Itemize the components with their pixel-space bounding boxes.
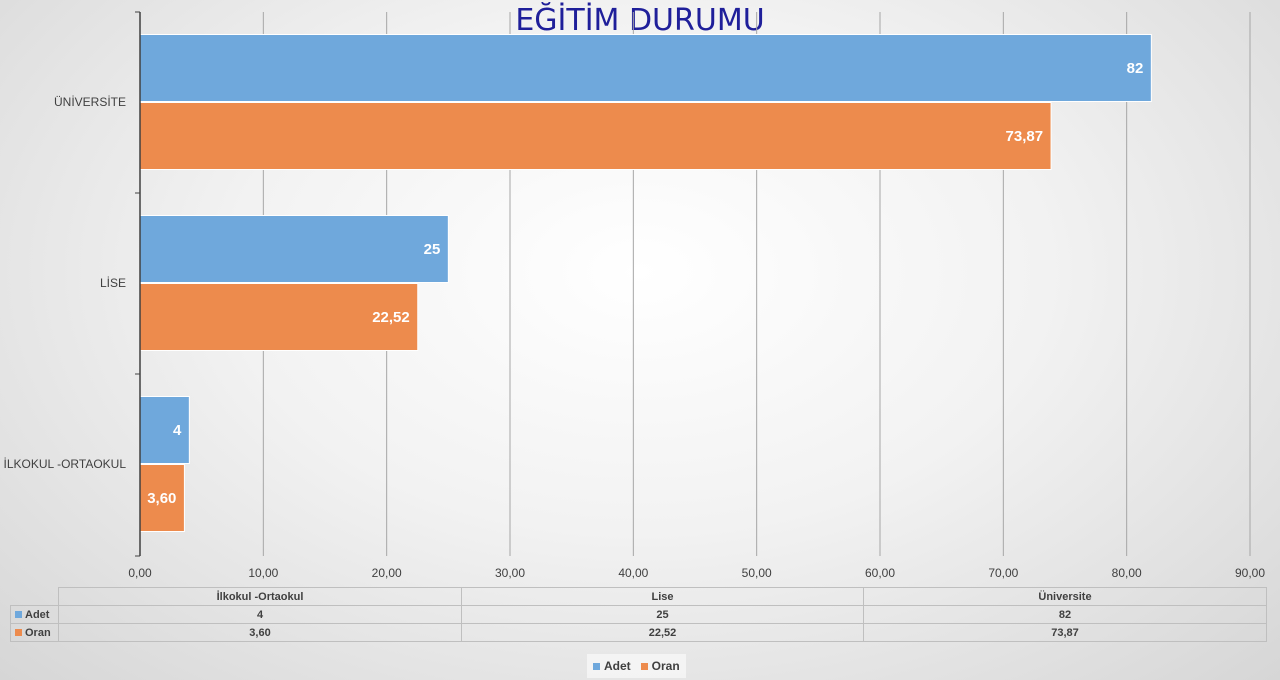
legend-label-oran: Oran [651, 659, 680, 673]
series-name-adet: Adet [25, 608, 50, 621]
table-series-header: Adet [10, 605, 59, 624]
x-tick-label: 90,00 [1235, 566, 1265, 580]
x-tick-label: 70,00 [988, 566, 1018, 580]
x-tick-label: 30,00 [495, 566, 525, 580]
legend-entry-adet: Adet [593, 659, 631, 673]
x-tick-label: 0,00 [128, 566, 152, 580]
axes: 0,00 10,00 20,00 30,00 40,00 50,00 60,00 70,00 8… [4, 11, 1265, 580]
table-category-header: Üniversite [863, 587, 1267, 606]
category-label: İLKOKUL -ORTAOKUL [4, 457, 127, 471]
legend: Adet Oran [587, 654, 686, 678]
chart-title: EĞİTİM DURUMU [515, 1, 764, 38]
bars: 4 25 82 3,60 22,52 73,87 [139, 34, 1152, 532]
category-label: ÜNİVERSİTE [54, 95, 126, 109]
legend-entry-oran: Oran [640, 659, 680, 673]
table-cell: 73,87 [863, 623, 1267, 642]
x-tick-label: 50,00 [742, 566, 772, 580]
bar-oran [139, 102, 1052, 170]
table-cell: 82 [863, 605, 1267, 624]
table-cell: 4 [58, 605, 462, 624]
data-table-row-oran: Oran 3,60 22,52 73,87 [10, 623, 1267, 642]
data-label: 25 [424, 241, 441, 258]
bar-adet [139, 34, 1152, 102]
x-tick-label: 40,00 [618, 566, 648, 580]
table-cell: 25 [461, 605, 864, 624]
table-series-header: Oran [10, 623, 59, 642]
oran-legend-key [15, 628, 22, 636]
series-name-oran: Oran [25, 626, 51, 639]
x-tick-label: 10,00 [248, 566, 278, 580]
bar-oran [139, 283, 419, 351]
bar-oran [139, 464, 185, 532]
data-label: 73,87 [1006, 128, 1044, 145]
x-tick-label: 80,00 [1112, 566, 1142, 580]
x-tick-label: 20,00 [372, 566, 402, 580]
data-table: İlkokul -Ortaokul Lise Üniversite Adet 4… [10, 587, 1267, 642]
table-cell: 22,52 [461, 623, 864, 642]
legend-swatch-oran [640, 662, 648, 670]
data-table-row-adet: Adet 4 25 82 [10, 605, 1267, 624]
x-tick-label: 60,00 [865, 566, 895, 580]
table-category-header: Lise [461, 587, 864, 606]
legend-label-adet: Adet [604, 659, 631, 673]
table-category-header: İlkokul -Ortaokul [58, 587, 462, 606]
data-label: 4 [173, 422, 182, 439]
legend-swatch-adet [593, 662, 600, 670]
category-label: LİSE [100, 276, 126, 290]
data-label: 22,52 [372, 309, 410, 326]
data-label: 82 [1127, 60, 1144, 77]
data-table-header-row: İlkokul -Ortaokul Lise Üniversite [10, 587, 1267, 606]
data-table-corner [10, 587, 59, 606]
table-cell: 3,60 [58, 623, 462, 642]
data-label: 3,60 [147, 490, 176, 507]
adet-legend-key [15, 610, 22, 618]
bar-adet [139, 215, 449, 283]
bar-adet [139, 396, 190, 464]
